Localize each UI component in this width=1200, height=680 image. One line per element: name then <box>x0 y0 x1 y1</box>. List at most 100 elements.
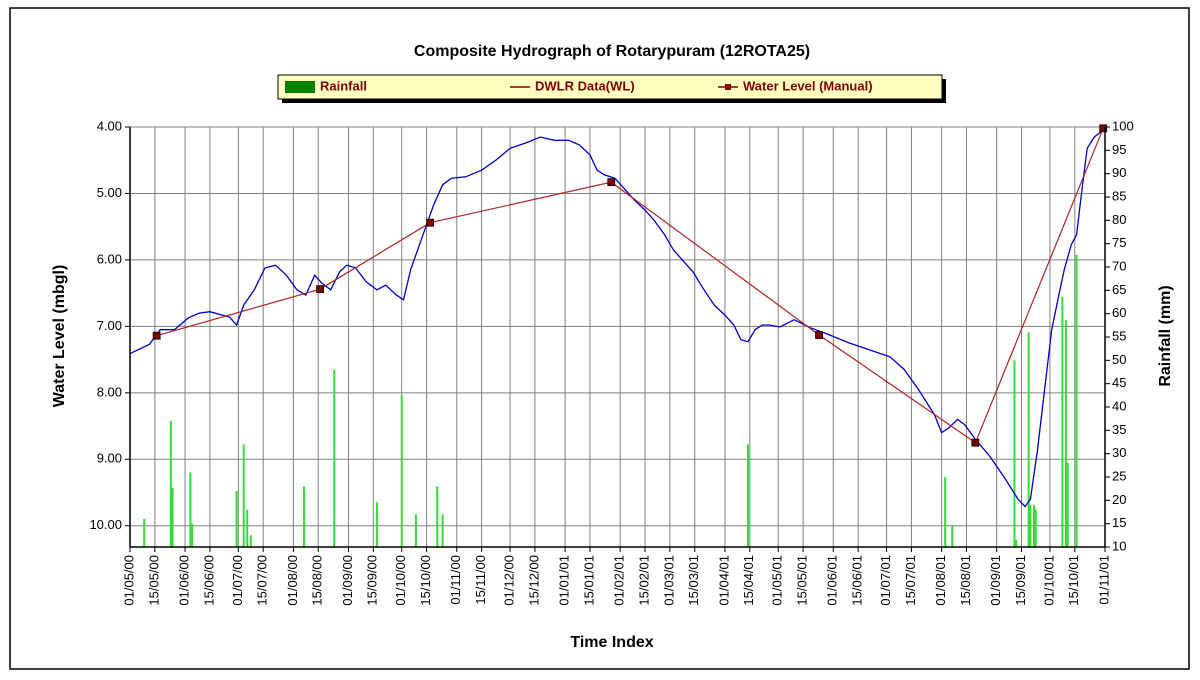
plot-background <box>130 127 1105 547</box>
rainfall-bar <box>303 486 306 547</box>
rainfall-bar <box>1032 505 1035 547</box>
x-tick-label: 15/04/01 <box>741 555 756 606</box>
y2-axis-label: Rainfall (mm) <box>1157 285 1174 386</box>
manual-marker <box>316 285 324 294</box>
y2-tick-label: 10 <box>1112 538 1126 553</box>
rainfall-bar <box>414 514 417 547</box>
x-tick-label: 15/08/00 <box>310 555 325 606</box>
rainfall-bar <box>242 444 245 547</box>
y2-tick-label: 75 <box>1112 235 1126 250</box>
x-tick-label: 01/03/01 <box>661 555 676 606</box>
manual-marker <box>815 331 823 339</box>
legend: Rainfall DWLR Data(WL) Water Level (Manual… <box>285 78 873 93</box>
x-tick-label: 01/08/00 <box>285 555 300 606</box>
x-tick-label: 01/09/00 <box>340 555 355 606</box>
rainfall-bar <box>1027 332 1030 547</box>
rainfall-bar <box>1061 296 1064 547</box>
x-tick-label: 15/10/00 <box>418 555 433 606</box>
rainfall-bar <box>191 523 194 547</box>
rainfall-bar <box>169 421 172 547</box>
legend-marker <box>725 84 731 90</box>
x-tick-label: 01/11/01 <box>1096 555 1111 605</box>
y2-tick-label: 100 <box>1112 118 1134 133</box>
y2-tick-label: 65 <box>1112 282 1126 297</box>
rainfall-bar <box>143 519 146 547</box>
x-tick-label: 15/01/01 <box>581 555 596 606</box>
x-tick-label: 15/10/01 <box>1066 555 1081 606</box>
y-tick-label: 4.00 <box>97 118 122 133</box>
x-tick-label: 15/12/00 <box>526 555 541 606</box>
x-tick-label: 01/09/01 <box>988 555 1003 606</box>
rainfall-bar <box>747 444 750 547</box>
rainfall-bar <box>375 502 378 547</box>
rainfall-bar <box>951 525 954 547</box>
rainfall-bar <box>1064 320 1067 547</box>
rainfall-bar <box>333 369 336 547</box>
rainfall-bar <box>1075 254 1078 547</box>
y2-tick-label: 90 <box>1112 165 1126 180</box>
x-tick-label: 01/06/01 <box>825 555 840 606</box>
legend-swatch <box>285 81 315 93</box>
x-axis-label: Time Index <box>570 634 653 651</box>
x-tick-label: 01/10/01 <box>1041 555 1056 606</box>
legend-label: Rainfall <box>320 78 367 93</box>
rainfall-bar <box>1066 463 1069 547</box>
x-tick-label: 15/08/01 <box>958 555 973 606</box>
y-tick-label: 9.00 <box>97 451 122 466</box>
x-tick-label: 15/05/00 <box>146 555 161 606</box>
x-tick-label: 15/11/00 <box>473 555 488 605</box>
x-tick-label: 01/12/00 <box>501 555 516 606</box>
x-tick-label: 15/09/00 <box>365 555 380 606</box>
rainfall-bar <box>189 472 192 547</box>
rainfall-bar <box>246 509 249 547</box>
y2-tick-label: 45 <box>1112 375 1126 390</box>
y2-tick-label: 50 <box>1112 352 1126 367</box>
x-tick-label: 01/05/00 <box>121 555 136 606</box>
x-tick-label: 01/08/01 <box>933 555 948 606</box>
x-tick-label: 01/01/01 <box>557 555 572 606</box>
legend-label: DWLR Data(WL) <box>535 78 635 93</box>
x-tick-label: 01/11/00 <box>448 555 463 605</box>
y2-tick-label: 85 <box>1112 188 1126 203</box>
rainfall-bar <box>400 395 403 547</box>
x-tick-label: 15/05/01 <box>795 555 810 606</box>
x-tick-label: 15/07/01 <box>903 555 918 606</box>
plot-area: 01/05/00 15/05/00 01/06/00 15/06/00 01/07/00… <box>89 118 1133 605</box>
manual-marker <box>152 331 161 340</box>
y-tick-label: 10.00 <box>89 517 122 532</box>
x-tick-label: 01/07/00 <box>230 555 245 606</box>
rainfall-bar <box>441 514 444 547</box>
x-tick-label: 15/09/01 <box>1013 555 1028 606</box>
rainfall-bar <box>1015 540 1018 547</box>
series-line <box>129 129 1104 508</box>
x-tick-label: 15/06/00 <box>201 555 216 606</box>
y2-tick-label: 70 <box>1112 258 1126 273</box>
legend-label: Water Level (Manual) <box>743 78 873 93</box>
legend-box <box>277 74 943 100</box>
y-axis-label: Water Level (mbgl) <box>51 265 68 408</box>
x-tick-label: 01/10/00 <box>393 555 408 606</box>
rainfall-bar <box>235 491 238 547</box>
chart-title: Composite Hydrograph of Rotarypuram (12R… <box>414 43 810 60</box>
y2-tick-label: 55 <box>1112 328 1126 343</box>
y2-tick-label: 25 <box>1112 468 1126 483</box>
x-tick-label: 01/05/01 <box>770 555 785 606</box>
y2-tick-label: 30 <box>1112 445 1126 460</box>
y2-tick-label: 40 <box>1112 398 1126 413</box>
y2-tick-label: 15 <box>1112 515 1126 530</box>
manual-marker <box>607 178 616 187</box>
rainfall-bar <box>944 477 947 547</box>
rainfall-bar <box>436 486 439 547</box>
rainfall-bar <box>1013 360 1016 547</box>
x-tick-label: 01/04/01 <box>716 555 731 606</box>
y2-tick-label: 20 <box>1112 492 1126 507</box>
y-tick-label: 8.00 <box>97 384 122 399</box>
x-tick-label: 15/03/01 <box>686 555 701 606</box>
x-tick-label: 01/07/01 <box>878 555 893 606</box>
y2-tick-label: 35 <box>1112 422 1126 437</box>
x-tick-label: 01/02/01 <box>612 555 627 606</box>
manual-marker <box>1099 124 1108 133</box>
y-tick-label: 7.00 <box>97 318 122 333</box>
